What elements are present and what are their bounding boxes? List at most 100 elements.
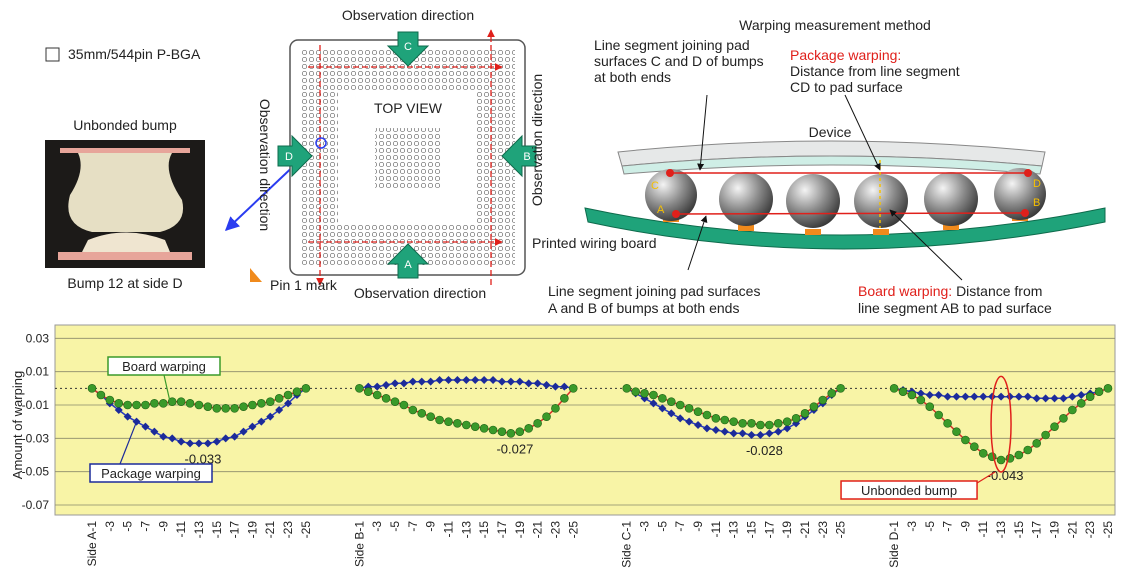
board-marker bbox=[141, 400, 150, 410]
package-marker bbox=[934, 391, 943, 399]
ab-segment-text: A and B of bumps at both ends bbox=[548, 300, 739, 316]
top-view-label: TOP VIEW bbox=[374, 100, 443, 116]
x-tick-label: -21 bbox=[1065, 521, 1079, 539]
package-marker bbox=[497, 377, 506, 386]
device-label: Device bbox=[809, 124, 852, 140]
value-label: -0.043 bbox=[987, 468, 1024, 483]
board-marker bbox=[640, 389, 649, 398]
y-tick-label: 0.03 bbox=[26, 331, 50, 345]
legend-box bbox=[89, 463, 213, 483]
x-tick-label: -11 bbox=[441, 521, 455, 538]
package-marker bbox=[1041, 394, 1050, 403]
bump-letter: B bbox=[1033, 197, 1040, 209]
x-tick-label: -21 bbox=[798, 521, 812, 539]
x-tick-label: -19 bbox=[780, 521, 794, 539]
method-title: Warping measurement method bbox=[739, 17, 931, 33]
board-marker bbox=[818, 395, 828, 405]
package-marker bbox=[943, 392, 952, 401]
board-marker bbox=[230, 404, 239, 413]
x-tick-label: Side A-1 bbox=[85, 521, 99, 567]
package-marker bbox=[391, 379, 400, 388]
board-marker bbox=[675, 400, 685, 410]
warping-chart: -0.07 -0.05 -0.03 -0.01 0.01 0.03 Amount of wa… bbox=[10, 324, 1116, 568]
board-marker bbox=[105, 395, 115, 405]
pin-mark-label: Pin 1 mark bbox=[270, 277, 338, 293]
bump-letter: A bbox=[657, 204, 665, 216]
board-marker bbox=[274, 394, 284, 403]
package-marker bbox=[667, 409, 676, 418]
pad bbox=[943, 224, 959, 230]
x-tick-label: -23 bbox=[548, 521, 562, 539]
annotation-ellipse bbox=[990, 375, 1012, 473]
observation-direction: Observation direction bbox=[529, 74, 545, 206]
package-marker bbox=[382, 381, 391, 389]
package-marker bbox=[729, 429, 738, 438]
package-marker bbox=[114, 406, 123, 414]
observation-direction: Observation direction bbox=[354, 285, 486, 301]
pointer bbox=[687, 215, 708, 271]
board-marker bbox=[408, 405, 418, 415]
pad bbox=[738, 225, 754, 231]
package-marker bbox=[141, 422, 150, 431]
board-marker bbox=[372, 390, 382, 400]
package-marker bbox=[658, 404, 667, 413]
package-marker bbox=[417, 377, 426, 386]
board-marker bbox=[1068, 405, 1077, 415]
board-marker bbox=[176, 397, 186, 406]
x-tick-label: -17 bbox=[762, 521, 776, 539]
x-tick-label: -15 bbox=[1012, 521, 1026, 539]
legend-pointer bbox=[119, 421, 138, 465]
x-tick-label: -3 bbox=[370, 521, 384, 532]
package-marker bbox=[373, 382, 382, 391]
package-marker bbox=[194, 439, 203, 448]
package-marker bbox=[1059, 394, 1068, 403]
x-tick-label: Side D-1 bbox=[887, 521, 901, 568]
y-tick-label: 0.01 bbox=[26, 365, 50, 379]
x-tick-label: -17 bbox=[228, 521, 242, 539]
package-marker bbox=[997, 392, 1006, 401]
x-tick-label: Side C-1 bbox=[620, 521, 634, 568]
x-tick-label: -9 bbox=[691, 521, 705, 532]
package-marker bbox=[765, 429, 774, 438]
board-marker bbox=[381, 394, 391, 403]
x-tick-label: -3 bbox=[103, 521, 117, 532]
package-warping-term: Package warping: bbox=[790, 47, 901, 63]
x-tick-label: -17 bbox=[495, 521, 509, 539]
package-marker bbox=[471, 376, 480, 384]
package-warping-text: CD to pad surface bbox=[790, 79, 903, 95]
board-marker bbox=[533, 419, 542, 428]
x-tick-label: -13 bbox=[459, 521, 473, 539]
ball bbox=[645, 169, 697, 221]
photo-caption: Bump 12 at side D bbox=[67, 275, 182, 291]
x-tick-label: -13 bbox=[192, 521, 206, 539]
board-marker bbox=[390, 397, 400, 406]
board-marker bbox=[426, 412, 435, 421]
board-marker bbox=[301, 384, 311, 393]
cd-segment-text: Line segment joining pad bbox=[594, 37, 750, 53]
package-marker bbox=[266, 412, 275, 421]
board-marker bbox=[1032, 439, 1042, 448]
ab-line bbox=[675, 212, 1026, 215]
value-label: -0.028 bbox=[746, 443, 783, 458]
x-tick-label: -13 bbox=[727, 521, 741, 539]
balls bbox=[645, 168, 1046, 235]
package-marker bbox=[702, 424, 711, 433]
board-marker bbox=[399, 400, 409, 410]
photo-pad bbox=[58, 252, 192, 260]
board-marker bbox=[702, 410, 712, 420]
pointer bbox=[844, 94, 881, 171]
x-tick-label: -5 bbox=[388, 521, 402, 532]
package-marker bbox=[159, 432, 168, 441]
x-tick-label: -15 bbox=[477, 521, 491, 539]
package-marker bbox=[284, 399, 293, 408]
x-tick-label: -11 bbox=[174, 521, 188, 538]
ball bbox=[994, 168, 1046, 220]
package-marker bbox=[970, 392, 979, 401]
side-letter: B bbox=[523, 151, 530, 163]
view-arrow bbox=[501, 134, 537, 178]
package-marker bbox=[1014, 392, 1023, 401]
ball bbox=[719, 172, 773, 226]
package-marker bbox=[221, 434, 230, 443]
